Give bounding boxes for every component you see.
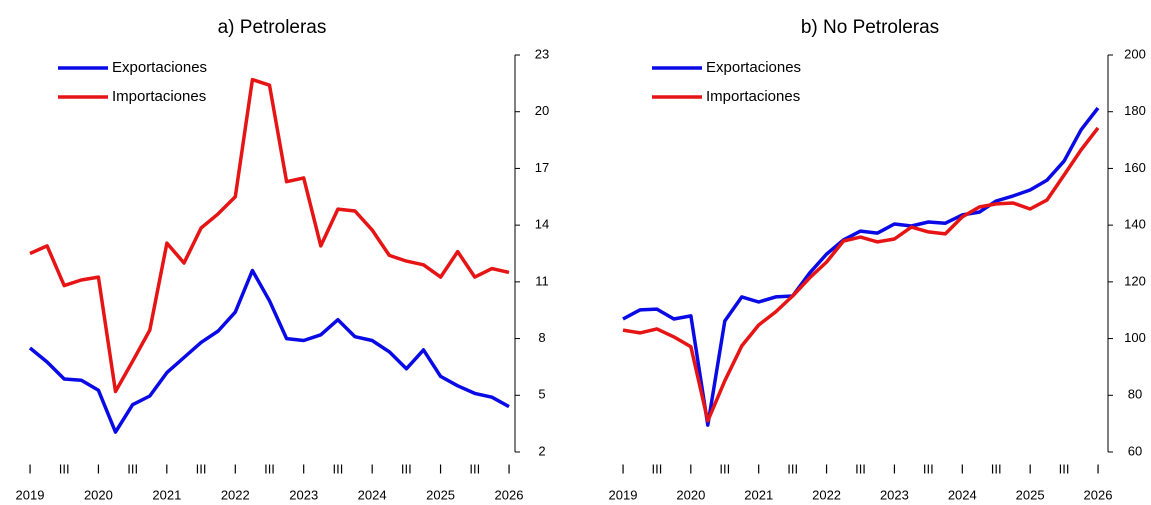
- x-tick-label: III: [652, 461, 663, 476]
- x-group-label: 2023: [289, 487, 318, 502]
- x-tick-label: I: [621, 461, 625, 476]
- x-tick-label: I: [97, 461, 101, 476]
- x-tick-label: III: [401, 461, 412, 476]
- x-tick-label: I: [1028, 461, 1032, 476]
- x-tick-label: I: [302, 461, 306, 476]
- x-group-label: 2024: [358, 487, 387, 502]
- x-group-label: 2019: [609, 487, 638, 502]
- x-tick-label: I: [689, 461, 693, 476]
- x-group-label: 2019: [16, 487, 45, 502]
- y-tick-label: 140: [1124, 217, 1146, 232]
- y-tick-label: 23: [535, 46, 549, 61]
- x-group-label: 2022: [812, 487, 841, 502]
- y-tick-label: 80: [1128, 387, 1142, 402]
- x-tick-label: I: [960, 461, 964, 476]
- x-group-label: 2024: [948, 487, 977, 502]
- x-group-label: 2025: [426, 487, 455, 502]
- y-tick-label: 200: [1124, 46, 1146, 61]
- x-tick-label: III: [855, 461, 866, 476]
- y-tick-label: 160: [1124, 160, 1146, 175]
- x-tick-label: III: [127, 461, 138, 476]
- y-tick-label: 5: [538, 387, 545, 402]
- x-tick-label: III: [1059, 461, 1070, 476]
- x-tick-label: I: [507, 461, 511, 476]
- x-tick-label: III: [469, 461, 480, 476]
- y-tick-label: 60: [1128, 443, 1142, 458]
- y-tick-label: 17: [535, 160, 549, 175]
- series-line: [28, 268, 510, 434]
- y-tick-label: 120: [1124, 273, 1146, 288]
- x-group-label: 2020: [676, 487, 705, 502]
- x-tick-label: III: [264, 461, 275, 476]
- x-group-label: 2021: [152, 487, 181, 502]
- x-tick-label: I: [757, 461, 761, 476]
- x-tick-label: III: [923, 461, 934, 476]
- x-tick-label: III: [196, 461, 207, 476]
- x-tick-label: I: [370, 461, 374, 476]
- legend-label: Importaciones: [706, 88, 800, 105]
- x-tick-label: III: [719, 461, 730, 476]
- x-tick-label: III: [991, 461, 1002, 476]
- legend-label: Importaciones: [112, 88, 206, 105]
- x-group-label: 2026: [1084, 487, 1113, 502]
- x-tick-label: III: [59, 461, 70, 476]
- x-group-label: 2022: [221, 487, 250, 502]
- y-tick-label: 8: [538, 330, 545, 345]
- x-tick-label: I: [165, 461, 169, 476]
- x-group-label: 2026: [495, 487, 524, 502]
- legend-label: Exportaciones: [706, 59, 801, 76]
- x-tick-label: I: [28, 461, 32, 476]
- y-tick-label: 20: [535, 103, 549, 118]
- series-line: [29, 77, 510, 394]
- x-group-label: 2023: [880, 487, 909, 502]
- x-group-label: 2021: [744, 487, 773, 502]
- x-tick-label: I: [233, 461, 237, 476]
- y-tick-label: 180: [1124, 103, 1146, 118]
- y-tick-label: 11: [535, 273, 549, 288]
- x-tick-label: III: [787, 461, 798, 476]
- y-tick-label: 100: [1124, 330, 1146, 345]
- legend-label: Exportaciones: [112, 59, 207, 76]
- x-tick-label: I: [893, 461, 897, 476]
- x-tick-label: I: [1096, 461, 1100, 476]
- x-tick-label: I: [825, 461, 829, 476]
- x-tick-label: I: [439, 461, 443, 476]
- y-tick-label: 14: [535, 217, 549, 232]
- y-tick-label: 2: [538, 443, 545, 458]
- x-group-label: 2025: [1016, 487, 1045, 502]
- x-group-label: 2020: [84, 487, 113, 502]
- chart-title: a) Petroleras: [218, 17, 327, 38]
- x-tick-label: III: [333, 461, 344, 476]
- series-line: [622, 106, 1100, 427]
- series-line: [622, 126, 1100, 423]
- chart-title: b) No Petroleras: [801, 17, 939, 38]
